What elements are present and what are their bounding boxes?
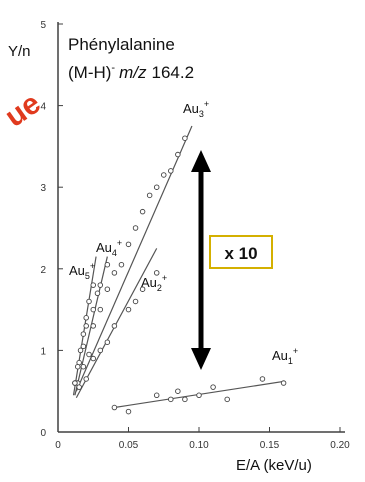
subtitle-charge: - <box>111 62 115 74</box>
y-axis-label: Y/n <box>8 43 31 60</box>
data-point <box>111 270 118 276</box>
data-point <box>80 331 87 337</box>
data-point <box>94 290 101 297</box>
data-point <box>224 396 230 403</box>
data-point <box>280 380 287 386</box>
data-point <box>97 347 104 354</box>
subtitle-mz: m/z <box>119 63 147 82</box>
x-tick-label: 0.20 <box>330 440 350 451</box>
data-point <box>259 376 266 382</box>
data-point <box>90 306 96 313</box>
data-point <box>132 225 139 231</box>
data-point <box>153 270 160 276</box>
data-point <box>90 282 96 288</box>
data-point <box>97 282 104 288</box>
fit-line <box>75 248 158 399</box>
data-point <box>80 363 87 370</box>
y-tick-label: 0 <box>40 428 46 439</box>
data-point <box>80 343 87 350</box>
y-tick-label: 2 <box>40 265 46 276</box>
data-point <box>104 286 111 292</box>
subtitle-mass: 164.2 <box>151 63 194 82</box>
data-point <box>86 298 92 305</box>
data-point <box>90 355 96 362</box>
data-point <box>125 408 132 415</box>
y-tick-label: 1 <box>40 346 46 357</box>
series-label: Au5+ <box>69 261 95 281</box>
data-point <box>168 168 174 174</box>
chart-title: Phénylalanine <box>68 35 175 54</box>
y-tick-label: 4 <box>40 102 46 113</box>
data-point <box>90 323 96 329</box>
subtitle-ion: (M-H) <box>68 63 111 82</box>
data-point <box>83 323 89 329</box>
data-point <box>72 380 78 386</box>
data-point <box>111 404 118 411</box>
data-point <box>168 396 174 403</box>
data-point <box>76 384 82 390</box>
data-point <box>210 384 216 390</box>
data-point <box>111 323 118 329</box>
x-tick-label: 0 <box>55 440 61 451</box>
annotation-label: x 10 <box>224 244 257 263</box>
data-point <box>160 172 167 178</box>
chart-subtitle: (M-H)- m/z 164.2 <box>68 62 194 82</box>
x-tick-label: 0.10 <box>189 440 209 451</box>
y-tick-label: 3 <box>40 183 46 194</box>
data-point <box>83 376 89 382</box>
data-point <box>182 396 188 403</box>
data-point <box>83 315 89 321</box>
data-point <box>125 241 132 248</box>
series-label: Au3+ <box>183 99 209 119</box>
data-point <box>132 298 139 305</box>
data-point <box>74 363 81 370</box>
fit-line <box>75 125 193 392</box>
data-point <box>97 306 104 313</box>
data-point <box>104 339 111 345</box>
data-point <box>104 261 111 268</box>
data-point <box>139 286 146 292</box>
data-point <box>86 351 92 358</box>
y-tick-label: 5 <box>40 20 46 31</box>
data-point <box>196 392 202 399</box>
x-tick-label: 0.15 <box>260 440 280 451</box>
annotation-box <box>209 235 273 269</box>
data-point <box>153 392 160 399</box>
data-point <box>77 347 84 354</box>
data-point <box>182 135 188 141</box>
data-point <box>153 184 160 190</box>
data-point <box>118 261 125 268</box>
data-point <box>125 306 132 313</box>
data-point <box>146 192 153 199</box>
series-label: Au2+ <box>141 273 167 293</box>
x-tick-label: 0.05 <box>119 440 139 451</box>
series-label: Au1+ <box>272 346 298 366</box>
data-point <box>139 208 146 215</box>
x-axis-label: E/A (keV/u) <box>236 457 312 474</box>
double-arrow-head-up <box>191 150 211 172</box>
series-label: Au4+ <box>96 238 122 258</box>
data-point <box>175 151 181 158</box>
double-arrow-head-down <box>191 348 211 370</box>
data-point <box>175 388 181 394</box>
